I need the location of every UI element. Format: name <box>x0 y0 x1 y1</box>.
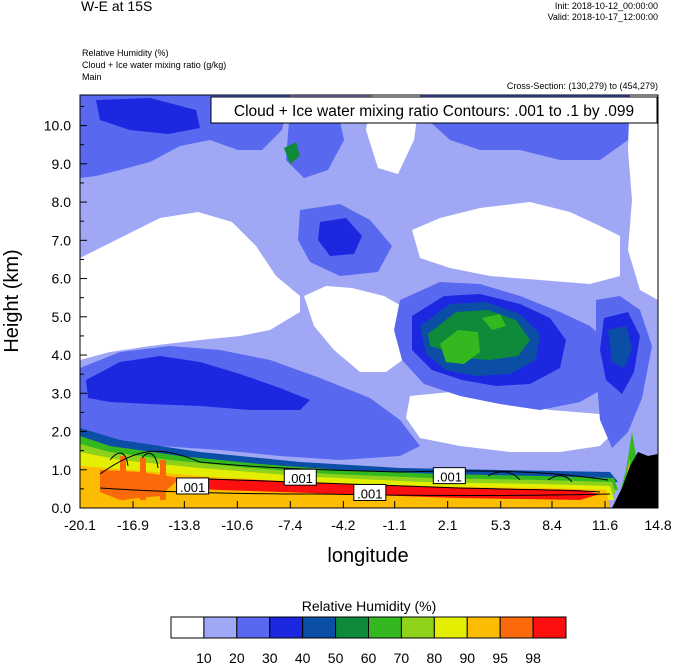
y-tick-label: 10.0 <box>44 118 71 134</box>
contour-lines <box>99 450 611 496</box>
valid-time: Valid: 2018-10-17_12:00:00 <box>547 12 658 22</box>
contour-labels: .001 .001 .001 .001 <box>176 467 466 501</box>
colorbar-swatch <box>302 616 337 639</box>
y-tick-label: 3.0 <box>52 385 72 401</box>
chart-title: W-E at 15S <box>81 0 153 14</box>
colorbar-level-label: 95 <box>492 650 508 666</box>
rh-region-40-left-band <box>86 356 310 410</box>
contour-label-box <box>353 483 387 501</box>
colorbar-level-label: 50 <box>328 650 344 666</box>
x-tick-label: 14.8 <box>644 517 671 533</box>
rh-region-40-upper-left <box>96 98 200 134</box>
contour-label-box <box>432 467 466 485</box>
y-tick-label: 6.0 <box>52 271 72 287</box>
contour-label: .001 <box>288 471 313 486</box>
x-tick-label: 11.6 <box>592 517 618 533</box>
field-name-qcloud: Cloud + Ice water mixing ratio (g/kg) <box>82 60 227 70</box>
y-tick-label: 9.0 <box>52 156 72 172</box>
x-tick-label: -4.2 <box>331 517 355 533</box>
x-tick-label: 2.1 <box>438 517 458 533</box>
contour-info-text: Cloud + Ice water mixing ratio Contours:… <box>234 103 634 120</box>
colorbar-level-label: 90 <box>459 650 475 666</box>
colorbar <box>170 616 567 639</box>
cross-section-label: Cross-Section: (130,279) to (454,279) <box>506 81 658 91</box>
colorbar-swatch <box>368 616 402 639</box>
y-tick-label: 8.0 <box>52 194 72 210</box>
init-time: Init: 2018-10-12_00:00:00 <box>554 1 658 11</box>
colorbar-level-label: 20 <box>229 650 245 666</box>
contour-label-box <box>283 468 317 486</box>
rh-region-dry-center <box>304 286 420 372</box>
rh-field <box>80 95 658 508</box>
colorbar-swatch <box>170 616 205 639</box>
colorbar-swatch <box>499 616 534 639</box>
y-tick-label: 7.0 <box>52 232 72 248</box>
rh-region-right-spike <box>616 432 636 508</box>
y-tick-label: 5.0 <box>52 309 72 325</box>
contour-label: .001 <box>180 480 205 495</box>
x-tick-label: -10.6 <box>221 517 253 533</box>
contour-info-box <box>210 96 658 124</box>
colorbar-swatch <box>236 616 271 639</box>
x-tick-label: -1.1 <box>383 517 407 533</box>
colorbar-swatch <box>433 616 468 639</box>
colorbar-level-label: 40 <box>295 650 311 666</box>
x-tick-label: -16.9 <box>117 517 149 533</box>
contour-label: .001 <box>437 470 462 485</box>
x-tick-label: 8.4 <box>542 517 562 533</box>
y-axis: 0.0 1.0 2.0 3.0 4.0 5.0 6.0 7.0 8.0 9.0 10.0 <box>44 105 87 516</box>
rh-region-dry-right-lower <box>406 392 616 452</box>
colorbar-level-label: 80 <box>427 650 443 666</box>
contour-line-lower <box>99 487 611 496</box>
contour-line-upper <box>99 450 609 481</box>
colorbar-swatch <box>335 616 370 639</box>
rh-region-70-core <box>440 330 480 364</box>
y-tick-label: 0.0 <box>52 500 72 516</box>
contour-line-blobs <box>109 452 573 483</box>
plot-frame <box>79 94 659 509</box>
contour-label: .001 <box>357 486 382 501</box>
colorbar-level-label: 98 <box>525 650 541 666</box>
rh-region-dry-left <box>80 212 300 360</box>
colorbar-level-label: 60 <box>361 650 377 666</box>
rh-region-98-surface-streaks <box>120 456 166 500</box>
colorbar-swatch <box>203 616 238 639</box>
colorbar-swatch <box>400 616 435 639</box>
colorbar-labels: 10 20 30 40 50 60 70 80 90 95 98 <box>196 650 541 666</box>
field-name-main: Main <box>82 72 102 82</box>
contour-label-box <box>176 477 210 495</box>
rh-region-60-upper <box>284 142 300 164</box>
x-axis-label: longitude <box>327 545 408 567</box>
rh-region-dry-right-upper <box>412 202 620 284</box>
x-tick-label: -7.4 <box>278 517 302 533</box>
y-tick-label: 2.0 <box>52 424 72 440</box>
colorbar-level-label: 10 <box>196 650 212 666</box>
colorbar-level-label: 70 <box>394 650 410 666</box>
colorbar-title: Relative Humidity (%) <box>302 598 437 614</box>
y-tick-label: 1.0 <box>52 462 72 478</box>
contour-line-inner <box>179 477 601 493</box>
colorbar-swatch <box>269 616 304 639</box>
colorbar-level-label: 30 <box>262 650 278 666</box>
rh-region-50-right <box>608 326 632 368</box>
field-name-rh: Relative Humidity (%) <box>82 48 169 58</box>
x-axis: -20.1 -16.9 -13.8 -10.6 -7.4 -4.2 -1.1 2.1 5.3 8.… <box>64 501 672 533</box>
rh-region-dry-top-right <box>628 95 658 300</box>
colorbar-swatch <box>466 616 501 639</box>
x-tick-label: -13.8 <box>168 517 200 533</box>
colorbar-swatch <box>532 616 567 639</box>
rh-region-70-spot <box>482 314 506 330</box>
rh-region-40-mid-upper <box>318 218 362 256</box>
x-tick-label: 5.3 <box>491 517 511 533</box>
y-axis-label: Height (km) <box>1 249 23 352</box>
x-tick-label: -20.1 <box>64 517 96 533</box>
y-tick-label: 4.0 <box>52 347 72 363</box>
terrain <box>612 452 658 508</box>
